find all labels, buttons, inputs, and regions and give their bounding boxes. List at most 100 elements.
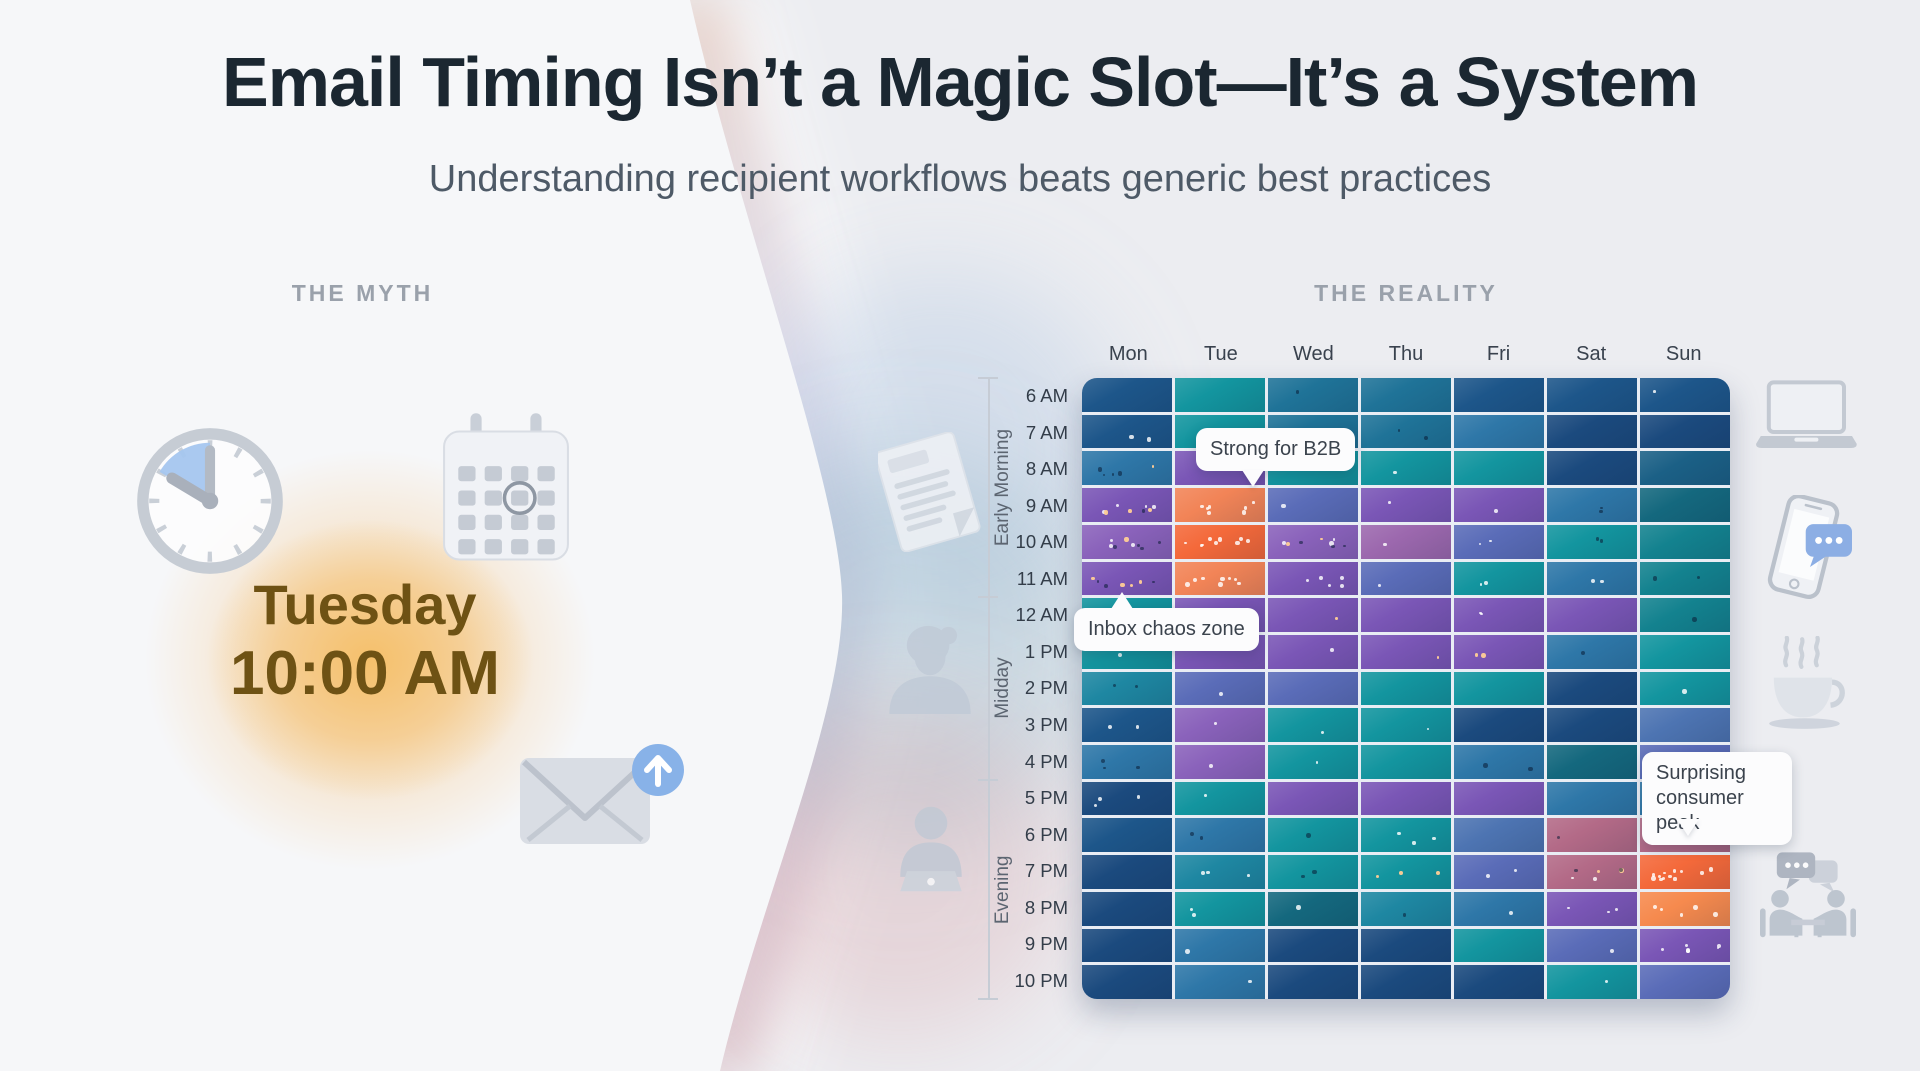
speckle-dot <box>1184 949 1190 954</box>
heat-cell-11am-sat <box>1547 561 1637 596</box>
heat-cell-5pm-tue <box>1175 781 1265 816</box>
heat-cell-7pm-mon <box>1082 855 1172 889</box>
speckle-dot <box>1423 435 1429 440</box>
heat-cell-10pm-sat <box>1547 965 1637 999</box>
heat-cell-10pm-tue <box>1175 965 1265 999</box>
time-label-6am: 6 AM <box>1025 385 1068 407</box>
heat-cell-7pm-fri <box>1454 855 1544 889</box>
day-label-mon: Mon <box>1108 343 1148 365</box>
heat-cell-8pm-fri <box>1454 891 1544 926</box>
speckle-dot <box>1098 797 1103 802</box>
speckle-dot <box>1204 794 1208 798</box>
speckle-dot <box>1137 795 1141 799</box>
heat-cell-7am-sat <box>1547 414 1637 449</box>
heat-cell-6am-sat <box>1547 378 1637 412</box>
speckle-dot <box>1116 504 1120 508</box>
speckle-dot <box>1593 876 1597 881</box>
speckle-dot <box>1590 578 1596 584</box>
speckle-dot <box>1570 876 1574 880</box>
speckle-dot <box>1248 979 1252 984</box>
speckle-dot <box>1659 878 1663 882</box>
speckle-dot <box>1659 907 1664 911</box>
speckle-dot <box>1513 869 1517 873</box>
speckle-dot <box>1378 583 1381 587</box>
heat-cell-2pm-tue <box>1175 671 1265 706</box>
speckle-dot <box>1435 870 1441 875</box>
heat-cell-6pm-tue <box>1175 818 1265 853</box>
speckle-dot <box>1685 944 1689 948</box>
coffee-icon <box>1769 636 1845 729</box>
heat-cell-5pm-sat <box>1547 781 1637 816</box>
speckle-dot <box>1312 869 1317 875</box>
calendar-icon <box>443 413 569 561</box>
day-label-tue: Tue <box>1203 343 1238 365</box>
heat-cell-5pm-mon <box>1082 781 1172 816</box>
speckle-dot <box>1662 877 1666 881</box>
heat-cell-6pm-sat <box>1547 818 1637 853</box>
heat-cell-1pm-wed <box>1268 634 1358 669</box>
speckle-dot <box>1199 835 1204 840</box>
time-label-9am: 9 AM <box>1025 494 1068 516</box>
heat-cell-11am-thu <box>1361 561 1451 596</box>
speckle-dot <box>1485 873 1490 878</box>
time-label-10am: 10 AM <box>1015 531 1068 553</box>
heat-cell-10pm-wed <box>1268 965 1358 999</box>
speckle-dot <box>1285 542 1291 547</box>
heat-cell-9pm-sat <box>1547 928 1637 963</box>
heat-cell-7am-sun <box>1640 414 1730 449</box>
page-subtitle: Understanding recipient workflows beats … <box>428 158 1492 200</box>
speckle-dot <box>1685 948 1691 953</box>
speckle-dot <box>1392 470 1397 475</box>
speckle-dot <box>1242 510 1247 515</box>
heat-cell-8pm-thu <box>1361 891 1451 926</box>
speckle-dot <box>1330 647 1335 652</box>
time-label-8am: 8 AM <box>1025 458 1068 480</box>
speckle-dot <box>1610 949 1615 954</box>
heat-cell-8am-sat <box>1547 451 1637 486</box>
callout-strong-for-b2b-pointer <box>1242 470 1264 487</box>
heat-cell-7pm-sat <box>1547 855 1637 889</box>
group-axis-line <box>988 378 990 999</box>
heat-cell-9am-fri <box>1454 488 1544 522</box>
time-label-3pm: 3 PM <box>1024 714 1068 736</box>
person-at-laptop-icon <box>900 806 962 892</box>
speckle-dot <box>1489 539 1492 543</box>
speckle-dot <box>1301 874 1305 879</box>
speckle-dot <box>1094 803 1098 807</box>
speckle-dot <box>1397 832 1401 836</box>
speckle-dot <box>1112 683 1116 687</box>
heat-cell-2pm-fri <box>1454 671 1544 706</box>
heat-cell-5pm-wed <box>1268 781 1358 816</box>
day-label-sat: Sat <box>1576 343 1607 365</box>
heat-cell-6am-sun <box>1640 378 1730 412</box>
speckle-dot <box>1146 437 1152 442</box>
speckle-dot <box>1097 467 1102 472</box>
speckle-dot <box>1708 867 1714 872</box>
heat-cell-7pm-thu <box>1361 855 1451 889</box>
heat-cell-1pm-thu <box>1361 634 1451 669</box>
speckle-dot <box>1693 904 1698 910</box>
page-title: Email Timing Isn’t a Magic Slot—It’s a S… <box>222 43 1699 121</box>
speckle-dot <box>1108 543 1113 548</box>
speckle-dot <box>1600 506 1604 510</box>
heat-cell-9pm-mon <box>1082 928 1172 963</box>
speckle-dot <box>1200 504 1204 509</box>
heat-cell-8pm-tue <box>1175 891 1265 926</box>
speckle-dot <box>1201 577 1205 581</box>
heat-cell-8pm-mon <box>1082 891 1172 926</box>
heat-cell-6pm-fri <box>1454 818 1544 853</box>
group-label-midday: Midday <box>992 657 1013 720</box>
speckle-dot <box>1152 580 1156 584</box>
heat-cell-10pm-fri <box>1454 965 1544 999</box>
speckle-dot <box>1120 582 1125 588</box>
heat-cell-7pm-tue <box>1175 855 1265 889</box>
speckle-dot <box>1299 540 1303 545</box>
heat-cell-11am-wed <box>1268 561 1358 596</box>
speckle-dot <box>1134 684 1139 689</box>
speckle-dot <box>1101 759 1106 764</box>
speckle-dot <box>1193 578 1198 583</box>
day-label-wed: Wed <box>1293 343 1334 365</box>
speckle-dot <box>1436 655 1440 659</box>
group-axis-tick <box>978 377 998 379</box>
